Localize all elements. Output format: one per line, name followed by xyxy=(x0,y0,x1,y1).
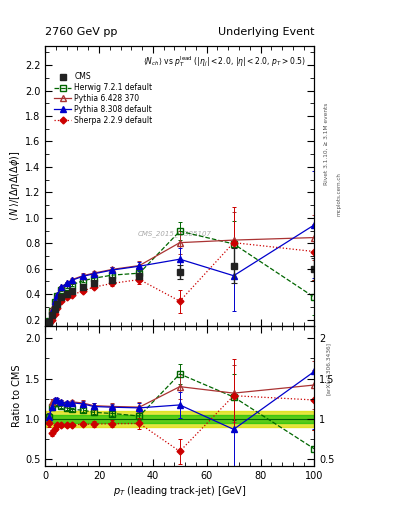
Bar xyxy=(45,415,314,423)
Text: $\langle N_{ch}\rangle$ vs $p_T^{\rm lead}$ ($|\eta_j|{<}2.0,\,|\eta|{<}2.0,\,p_: $\langle N_{ch}\rangle$ vs $p_T^{\rm lea… xyxy=(143,54,306,69)
Text: Underlying Event: Underlying Event xyxy=(218,27,314,37)
Legend: CMS, Herwig 7.2.1 default, Pythia 6.428 370, Pythia 8.308 default, Sherpa 2.2.9 : CMS, Herwig 7.2.1 default, Pythia 6.428 … xyxy=(54,72,152,125)
Bar xyxy=(45,411,314,427)
Y-axis label: Ratio to CMS: Ratio to CMS xyxy=(12,365,22,427)
Text: Rivet 3.1.10, ≥ 3.1M events: Rivet 3.1.10, ≥ 3.1M events xyxy=(324,102,329,184)
Text: [arXiv:1306.3436]: [arXiv:1306.3436] xyxy=(326,342,331,395)
Text: mcplots.cern.ch: mcplots.cern.ch xyxy=(336,173,341,217)
Y-axis label: $\langle\, N\,\rangle/[\Delta\eta\Delta(\Delta\phi)]$: $\langle\, N\,\rangle/[\Delta\eta\Delta(… xyxy=(8,151,22,221)
Text: 2760 GeV pp: 2760 GeV pp xyxy=(45,27,118,37)
X-axis label: $p_T$ (leading track-jet) [GeV]: $p_T$ (leading track-jet) [GeV] xyxy=(113,483,246,498)
Text: CMS_2015_I1385107: CMS_2015_I1385107 xyxy=(138,230,211,237)
